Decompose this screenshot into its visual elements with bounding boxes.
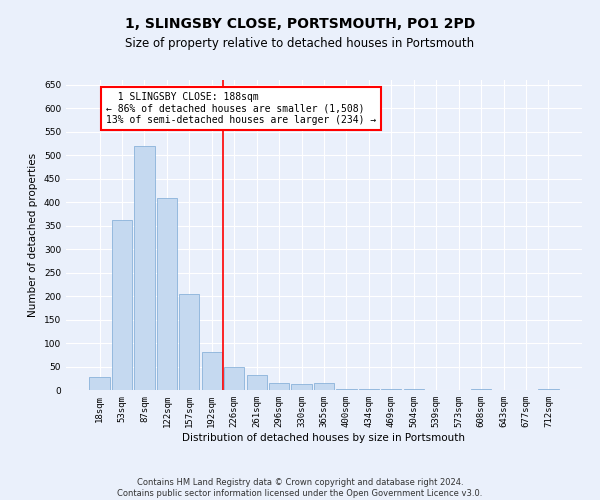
Bar	[471, 389, 491, 390]
Bar	[157, 198, 177, 390]
Bar	[359, 389, 379, 390]
Bar	[224, 368, 244, 390]
Text: Contains HM Land Registry data © Crown copyright and database right 2024.
Contai: Contains HM Land Registry data © Crown c…	[118, 478, 482, 498]
X-axis label: Distribution of detached houses by size in Portsmouth: Distribution of detached houses by size …	[182, 432, 466, 442]
Bar	[89, 377, 110, 390]
Text: Size of property relative to detached houses in Portsmouth: Size of property relative to detached ho…	[125, 38, 475, 51]
Bar	[292, 384, 311, 390]
Bar	[314, 384, 334, 390]
Bar	[337, 389, 356, 390]
Bar	[202, 352, 222, 390]
Bar	[179, 294, 199, 390]
Text: 1, SLINGSBY CLOSE, PORTSMOUTH, PO1 2PD: 1, SLINGSBY CLOSE, PORTSMOUTH, PO1 2PD	[125, 18, 475, 32]
Bar	[247, 375, 267, 390]
Y-axis label: Number of detached properties: Number of detached properties	[28, 153, 38, 317]
Text: 1 SLINGSBY CLOSE: 188sqm
← 86% of detached houses are smaller (1,508)
13% of sem: 1 SLINGSBY CLOSE: 188sqm ← 86% of detach…	[106, 92, 377, 125]
Bar	[269, 384, 289, 390]
Bar	[381, 389, 401, 390]
Bar	[538, 389, 559, 390]
Bar	[112, 220, 132, 390]
Bar	[404, 389, 424, 390]
Bar	[134, 146, 155, 390]
